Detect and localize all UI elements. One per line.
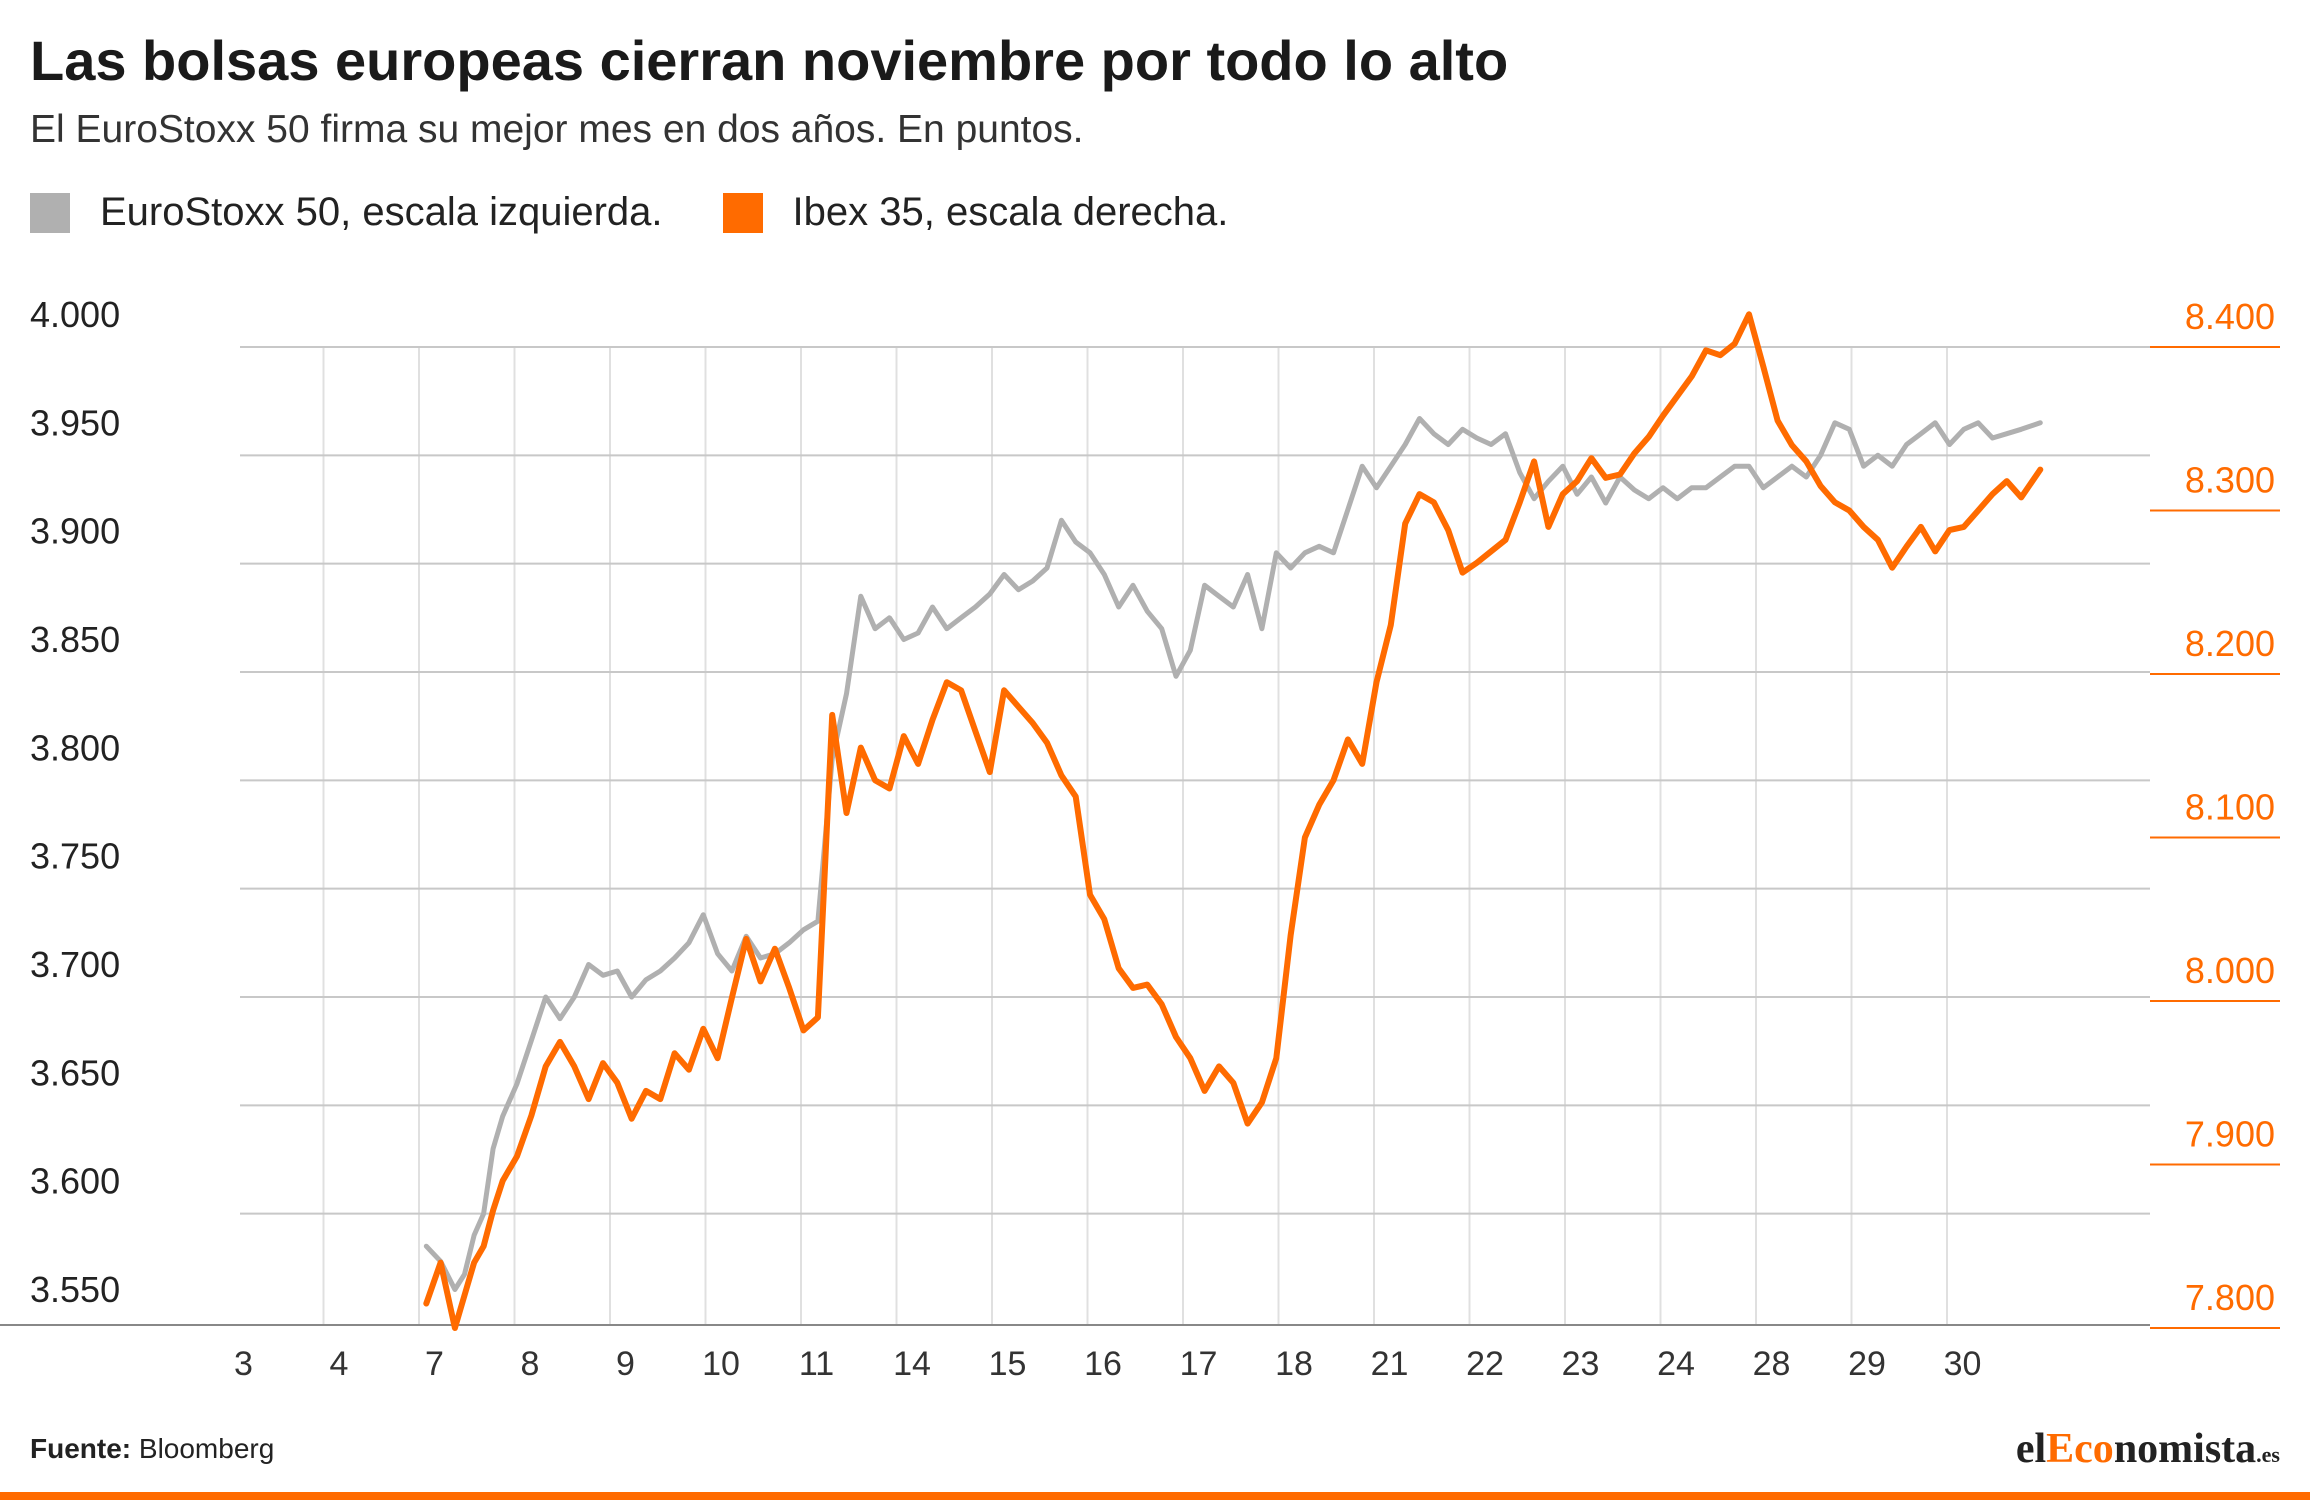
- x-axis-tick-label: 4: [330, 1345, 349, 1383]
- left-axis-labels: 4.000 3.950 3.900 3.850 3.800 3.750 3.700 3.650…: [30, 294, 120, 1310]
- x-axis-tick-label: 14: [893, 1345, 931, 1383]
- left-axis-tick-label: 3.950: [30, 402, 120, 443]
- brand-prefix: el: [2015, 1426, 2047, 1472]
- x-axis-tick-label: 3: [234, 1345, 253, 1383]
- x-axis-tick-label: 23: [1562, 1345, 1600, 1383]
- chart-title: Las bolsas europeas cierran noviembre po…: [30, 29, 1509, 92]
- left-axis-tick-label: 3.700: [30, 944, 120, 985]
- right-axis-tick-label: 7.900: [2185, 1114, 2275, 1155]
- x-axis-tick-label: 30: [1944, 1345, 1982, 1383]
- right-axis-tick-marks: [2150, 346, 2280, 1329]
- series-lines: [423, 311, 2044, 1331]
- x-axis-tick-label: 29: [1848, 1345, 1886, 1383]
- legend-swatch-ibex: [722, 192, 763, 233]
- brand-logo: elEconomista.es: [2016, 1425, 2280, 1473]
- left-axis-tick-label: 3.800: [30, 727, 120, 768]
- legend: EuroStoxx 50, escala izquierda. Ibex 35,…: [30, 190, 1288, 235]
- line-chart: 4.000 3.950 3.900 3.850 3.800 3.750 3.700 3.650…: [0, 294, 2280, 1383]
- x-axis-tick-label: 22: [1466, 1345, 1504, 1383]
- x-axis-tick-label: 18: [1275, 1345, 1313, 1383]
- bottom-accent-bar: [0, 1492, 2310, 1500]
- vertical-gridlines: [322, 347, 1948, 1325]
- left-axis-tick-label: 3.600: [30, 1161, 120, 1202]
- left-axis-tick-label: 3.750: [30, 836, 120, 877]
- x-axis-tick-label: 11: [799, 1345, 834, 1383]
- right-axis-tick-label: 8.100: [2185, 787, 2275, 828]
- x-axis-tick-label: 8: [521, 1345, 540, 1383]
- x-axis-tick-label: 28: [1753, 1345, 1791, 1383]
- right-axis-tick-label: 8.200: [2185, 623, 2275, 664]
- left-axis-tick-label: 3.650: [30, 1052, 120, 1093]
- source-note: Fuente: Bloomberg: [30, 1433, 274, 1465]
- legend-label-eurostoxx: EuroStoxx 50, escala izquierda.: [100, 190, 663, 234]
- x-axis-tick-label: 24: [1657, 1345, 1695, 1383]
- left-axis-tick-label: 3.850: [30, 619, 120, 660]
- legend-swatch-eurostoxx: [30, 192, 70, 233]
- right-axis-tick-label: 8.400: [2185, 296, 2275, 337]
- brand-rest: nomista: [2113, 1426, 2257, 1472]
- x-axis-labels: 3 4 7 8 9 10 11 14 15 16 17 18 21 22 23 24 28 29 30: [234, 1345, 1981, 1383]
- x-axis-tick-label: 17: [1180, 1345, 1218, 1383]
- right-axis-tick-label: 7.800: [2185, 1277, 2275, 1318]
- right-axis-labels: 8.400 8.300 8.200 8.100 8.000 7.900 7.800: [2185, 296, 2275, 1318]
- source-text: Bloomberg: [138, 1433, 275, 1464]
- left-axis-tick-label: 4.000: [30, 294, 120, 335]
- left-axis-tick-label: 3.550: [30, 1269, 120, 1310]
- right-axis-tick-label: 8.300: [2185, 460, 2275, 501]
- legend-label-ibex: Ibex 35, escala derecha.: [792, 190, 1229, 234]
- x-axis-tick-label: 15: [989, 1345, 1027, 1383]
- brand-suffix: .es: [2256, 1442, 2280, 1467]
- horizontal-gridlines: [0, 346, 2150, 1326]
- chart-subtitle: El EuroStoxx 50 firma su mejor mes en do…: [30, 108, 1084, 151]
- legend-item-eurostoxx: EuroStoxx 50, escala izquierda.: [30, 190, 663, 235]
- x-axis-tick-label: 10: [702, 1345, 740, 1383]
- x-axis-tick-label: 21: [1371, 1345, 1409, 1383]
- legend-item-ibex: Ibex 35, escala derecha.: [722, 190, 1229, 235]
- source-label: Fuente:: [30, 1433, 132, 1464]
- brand-accent: Eco: [2046, 1426, 2114, 1472]
- right-axis-tick-label: 8.000: [2185, 950, 2275, 991]
- x-axis-tick-label: 9: [616, 1345, 635, 1383]
- x-axis-tick-label: 16: [1084, 1345, 1122, 1383]
- left-axis-tick-label: 3.900: [30, 511, 120, 552]
- series-line-eurostoxx: [423, 416, 2043, 1292]
- series-line-ibex: [423, 311, 2044, 1331]
- x-axis-tick-label: 7: [425, 1345, 444, 1383]
